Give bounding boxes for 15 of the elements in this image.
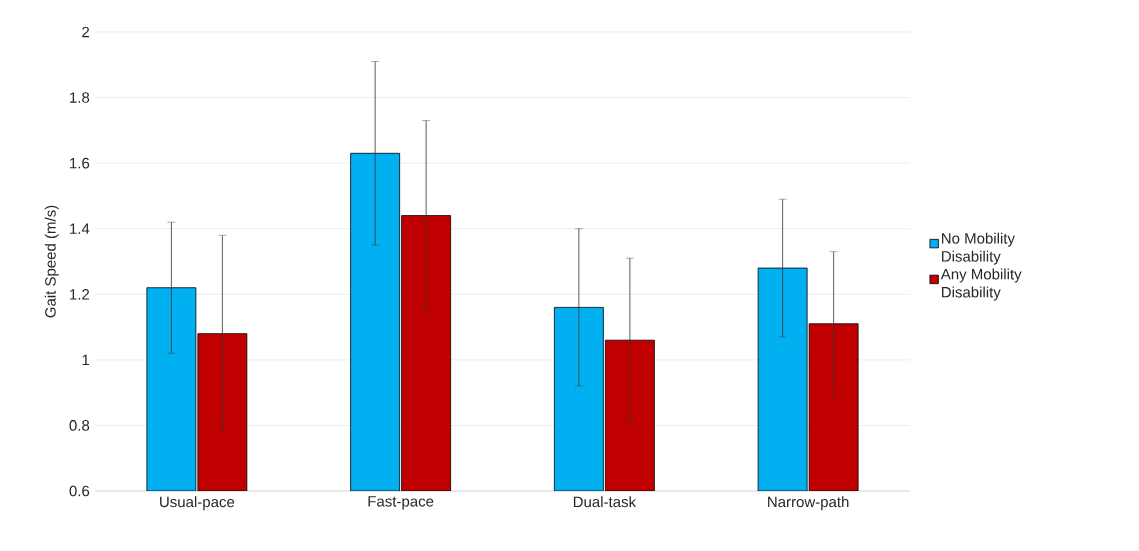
y-tick-label: 1 bbox=[82, 354, 90, 366]
x-tick-label: Usual-pace bbox=[160, 496, 235, 511]
y-tick-label: 1.4 bbox=[70, 223, 90, 234]
y-axis-title: Gait Speed (m/s) bbox=[44, 205, 59, 318]
legend-label: No Mobility Disability bbox=[942, 232, 1015, 265]
y-tick-label: 1.2 bbox=[70, 289, 90, 300]
y-tick-label: 0.6 bbox=[69, 485, 90, 497]
x-tick-label: Dual-task bbox=[573, 496, 637, 508]
legend-label: Any Mobility Disability bbox=[940, 268, 1022, 301]
x-tick-label: Narrow-path bbox=[768, 496, 849, 511]
x-tick-label: Fast-pace bbox=[368, 496, 434, 510]
y-tick-label: 2 bbox=[82, 26, 90, 38]
y-tick-label: 1.8 bbox=[70, 92, 90, 103]
y-tick-label: 0.8 bbox=[69, 420, 90, 431]
y-tick-label: 1.6 bbox=[70, 157, 90, 169]
